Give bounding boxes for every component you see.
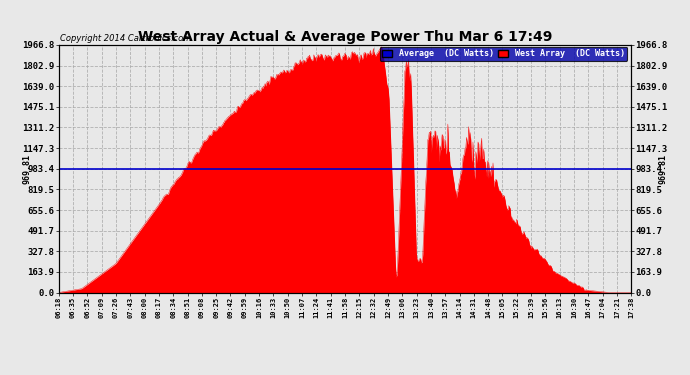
Text: Copyright 2014 Cartronics.com: Copyright 2014 Cartronics.com — [60, 33, 191, 42]
Legend: Average  (DC Watts), West Array  (DC Watts): Average (DC Watts), West Array (DC Watts… — [380, 47, 627, 61]
Text: 969.81: 969.81 — [23, 154, 32, 184]
Text: 969.81: 969.81 — [658, 154, 667, 184]
Title: West Array Actual & Average Power Thu Mar 6 17:49: West Array Actual & Average Power Thu Ma… — [138, 30, 552, 44]
